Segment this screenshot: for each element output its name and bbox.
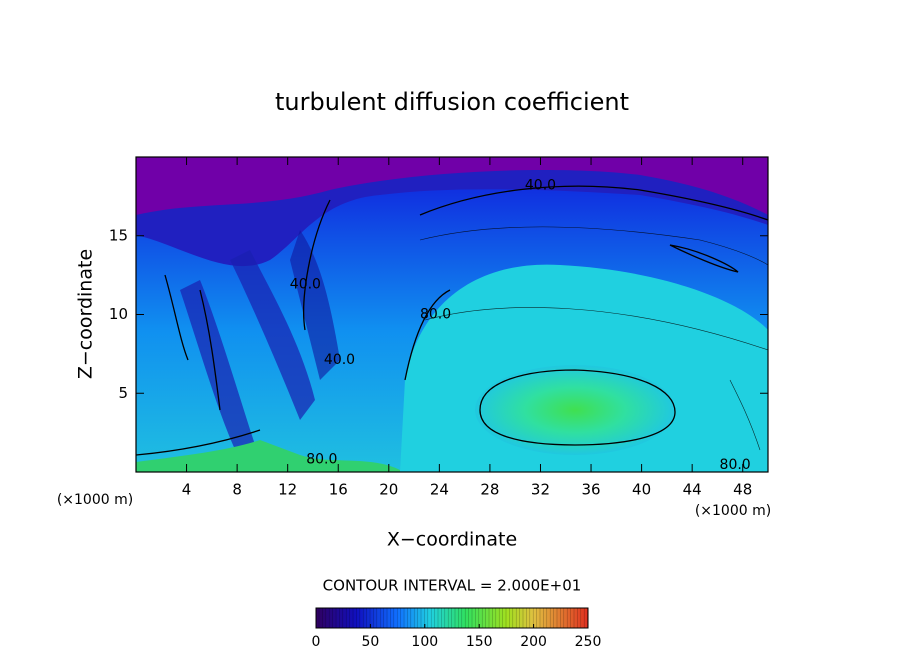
y-axis-label: Z−coordinate (75, 249, 97, 379)
x-tick-label: 28 (480, 481, 499, 499)
colorbar-tick-label: 50 (361, 634, 379, 650)
y-tick-label: 10 (109, 305, 128, 323)
contour-label: 80.0 (306, 451, 337, 467)
x-tick-label: 44 (683, 481, 702, 499)
colorbar-tick-label: 150 (466, 634, 493, 650)
y-tick-label: 5 (118, 384, 128, 402)
x-unit-label: (×1000 m) (695, 503, 771, 519)
colorbar-tick-label: 200 (520, 634, 547, 650)
chart-title: turbulent diffusion coefficient (275, 88, 629, 116)
x-tick-label: 32 (531, 481, 550, 499)
colorbar-tick-label: 0 (312, 634, 321, 650)
y-unit-label: (×1000 m) (57, 492, 133, 508)
colorbar-tick-label: 250 (575, 634, 602, 650)
contour-label: 40.0 (324, 352, 355, 368)
x-tick-label: 24 (430, 481, 449, 499)
x-tick-label: 40 (632, 481, 651, 499)
x-tick-label: 16 (329, 481, 348, 499)
y-tick-label: 15 (109, 226, 128, 244)
x-tick-label: 4 (182, 481, 192, 499)
x-tick-label: 12 (278, 481, 297, 499)
x-tick-label: 48 (733, 481, 752, 499)
x-tick-label: 36 (581, 481, 600, 499)
contour-label: 80.0 (720, 457, 751, 473)
colorbar (316, 608, 588, 628)
contour-field (136, 157, 768, 472)
contour-label: 40.0 (525, 177, 556, 193)
contour-label: 40.0 (290, 277, 321, 293)
colorbar-tick-label: 100 (411, 634, 438, 650)
x-axis-label: X−coordinate (387, 529, 517, 551)
contour-interval: CONTOUR INTERVAL = 2.000E+01 (323, 577, 582, 595)
x-tick-label: 20 (379, 481, 398, 499)
colorbar-frame (315, 607, 589, 629)
contour-label: 80.0 (420, 307, 451, 323)
x-tick-label: 8 (232, 481, 242, 499)
